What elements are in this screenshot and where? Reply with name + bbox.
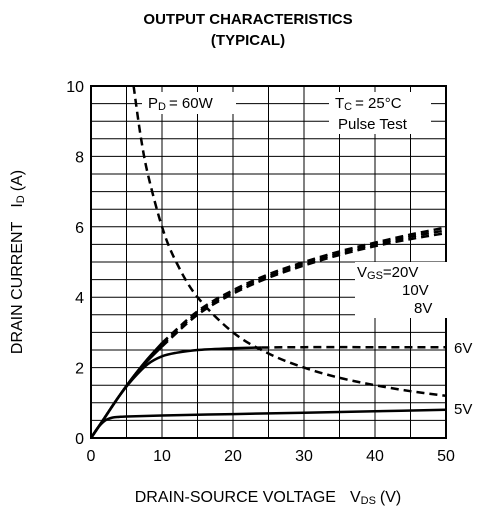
series-label-20v: VGS=20V [357,264,418,282]
y-tick-label: 4 [75,290,84,307]
series-label-8v: 8V [414,300,432,317]
y-axis-label: DRAIN CURRENTID(A) [9,170,27,354]
x-axis-label: DRAIN-SOURCE VOLTAGE VDS (V) [135,489,402,507]
series-label-5v: 5V [454,401,472,418]
curve-20v-dashed [161,226,447,344]
curve-10v-dashed [161,229,447,346]
x-tick-label: 40 [366,448,384,465]
curve-5v [89,408,447,439]
x-tick-label: 50 [437,448,455,465]
curve-pd-60w [132,85,447,398]
pd-annotation: PD = 60W [148,95,214,113]
y-tick-label: 8 [75,149,84,166]
tc-annotation: TC = 25°C [335,95,402,113]
annotation-backgrounds [142,92,449,318]
y-tick-label: 0 [75,431,84,448]
x-tick-label: 20 [224,448,242,465]
y-tick-label: 2 [75,361,84,378]
x-tick-label: 30 [295,448,313,465]
y-tick-label: 6 [75,220,84,237]
x-tick-labels: 0 10 20 30 40 50 [87,448,455,465]
chart-title: OUTPUT CHARACTERISTICS [143,11,352,28]
series-label-10v: 10V [402,282,429,299]
curve-8v-dashed [161,231,447,348]
curves [89,85,447,439]
pulse-test-label: Pulse Test [338,116,408,133]
series-label-6v: 6V [454,340,472,357]
y-tick-labels: 0 2 4 6 8 10 [66,79,84,448]
x-tick-label: 0 [87,448,96,465]
curve-6v-solid [89,346,262,439]
y-tick-label: 10 [66,79,84,96]
x-tick-label: 10 [153,448,171,465]
chart-subtitle: (TYPICAL) [211,32,285,49]
